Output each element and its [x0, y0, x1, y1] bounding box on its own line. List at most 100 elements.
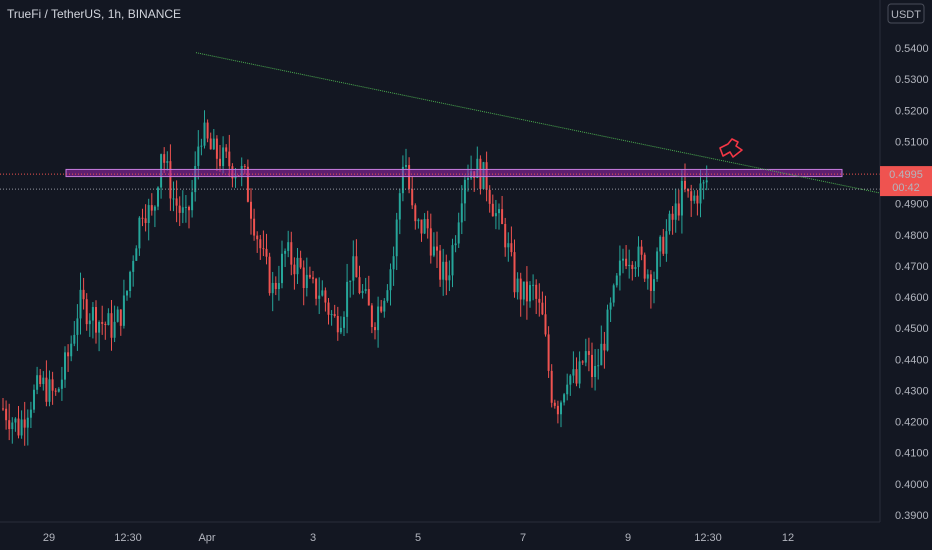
candle-body	[129, 271, 132, 292]
price-tick-label: 0.4400	[895, 354, 929, 366]
candle-body	[448, 275, 451, 281]
candle-body	[414, 205, 417, 222]
candle-body	[271, 282, 274, 294]
time-tick-label: 29	[43, 532, 55, 544]
candle-body	[386, 290, 389, 301]
candle-body	[203, 122, 206, 146]
candle-body	[212, 138, 215, 150]
candle-body	[349, 280, 352, 282]
candle-body	[219, 158, 221, 167]
candle-body	[277, 283, 280, 290]
candles-layer	[2, 110, 708, 446]
candle-body	[73, 334, 76, 344]
candle-body	[70, 343, 73, 357]
candle-body	[175, 198, 178, 206]
candle-body	[423, 219, 426, 234]
candle-body	[274, 282, 277, 290]
candle-body	[420, 219, 423, 234]
time-tick-label: 3	[310, 532, 316, 544]
price-tick-label: 0.5400	[895, 43, 929, 55]
candle-body	[553, 402, 556, 406]
price-tick-label: 0.5100	[895, 136, 929, 148]
candle-body	[609, 302, 612, 310]
candle-body	[560, 402, 562, 415]
time-tick-label: 9	[625, 532, 631, 544]
candle-body	[141, 217, 144, 219]
price-tick-label: 0.4800	[895, 230, 929, 242]
candle-body	[507, 243, 510, 248]
candle-body	[457, 222, 460, 244]
candle-body	[302, 267, 305, 289]
candle-body	[36, 375, 39, 390]
candle-body	[135, 248, 138, 261]
candle-body	[662, 236, 665, 254]
candle-body	[687, 188, 690, 192]
candle-body	[157, 187, 159, 207]
candle-body	[98, 322, 101, 333]
candle-body	[395, 219, 398, 257]
candle-body	[262, 248, 265, 250]
candle-body	[575, 369, 578, 384]
candle-body	[603, 343, 606, 351]
candle-body	[677, 203, 680, 216]
candle-body	[594, 365, 597, 378]
candle-body	[26, 417, 29, 428]
chart-title: TrueFi / TetherUS, 1h, BINANCE	[7, 7, 182, 21]
candle-body	[64, 352, 66, 380]
candle-body	[184, 206, 187, 208]
candle-body	[197, 146, 200, 166]
candle-body	[656, 251, 659, 280]
candle-body	[544, 314, 547, 335]
trend-line[interactable]	[195, 52, 932, 205]
candle-body	[442, 261, 445, 280]
arrow-marker-icon[interactable]	[719, 138, 743, 158]
candle-body	[705, 180, 708, 183]
candle-body	[336, 315, 339, 333]
candle-body	[209, 138, 212, 150]
last-price-value: 0.4995	[889, 169, 923, 181]
candle-body	[76, 318, 79, 335]
candle-body	[494, 213, 497, 217]
candle-body	[513, 252, 516, 293]
candle-body	[126, 291, 128, 296]
candle-body	[615, 275, 618, 286]
candle-body	[702, 182, 705, 184]
candle-body	[563, 394, 566, 403]
candle-body	[634, 267, 637, 269]
candle-body	[668, 213, 671, 232]
candle-body	[463, 179, 466, 204]
candle-body	[206, 122, 209, 139]
candle-body	[417, 219, 420, 222]
candle-body	[191, 192, 194, 211]
candle-body	[693, 195, 696, 201]
candle-body	[432, 246, 435, 256]
candle-body	[491, 203, 494, 217]
price-axis[interactable]: 0.5400 0.5300 0.5200 0.5100 0.4900 0.4800 0.47…	[879, 0, 932, 522]
candle-body	[104, 323, 107, 325]
candle-body	[525, 281, 528, 302]
candle-body	[5, 408, 8, 421]
candle-body	[318, 295, 321, 299]
candle-body	[14, 418, 17, 423]
candle-body	[95, 307, 97, 333]
candle-body	[153, 206, 156, 211]
price-tick-label: 0.4700	[895, 261, 929, 273]
candle-body	[122, 295, 125, 326]
candle-body	[591, 354, 593, 378]
last-price-tag: 0.4995 00:42	[880, 166, 932, 197]
price-tick-label: 0.4300	[895, 385, 929, 397]
candle-body	[699, 183, 702, 204]
candle-body	[352, 256, 355, 281]
candle-body	[451, 245, 454, 276]
candle-body	[116, 309, 119, 322]
candle-body	[460, 203, 463, 223]
time-axis[interactable]: 29 12:30 Apr 3 5 7 9 12:30 12	[0, 521, 880, 550]
candle-body	[445, 261, 448, 281]
currency-badge[interactable]	[887, 3, 925, 24]
candle-body	[268, 256, 271, 294]
candle-body	[411, 189, 414, 206]
candle-body	[392, 256, 395, 270]
resistance-zone[interactable]	[65, 168, 843, 178]
candle-body	[308, 274, 311, 278]
